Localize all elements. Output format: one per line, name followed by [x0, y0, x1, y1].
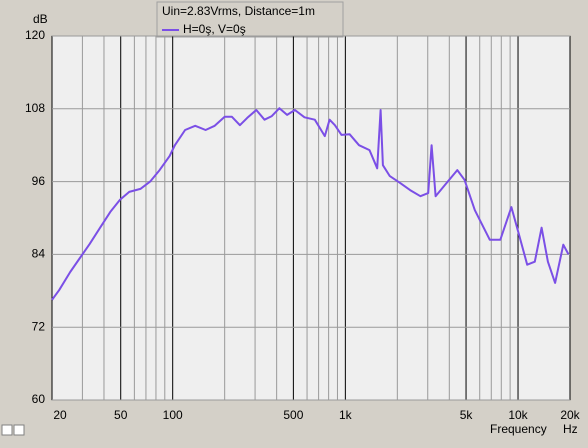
y-tick-label: 120	[25, 28, 45, 42]
x-axis-label: Frequency	[490, 422, 547, 436]
legend-entry: H=0ş, V=0ş	[183, 22, 246, 36]
y-tick-label: 72	[32, 319, 46, 333]
y-tick-label: 60	[32, 392, 46, 406]
x-tick-label: 20	[53, 408, 67, 422]
y-tick-label: 108	[25, 101, 45, 115]
x-tick-label: 50	[114, 408, 128, 422]
x-tick-label: 500	[283, 408, 303, 422]
x-tick-label: 100	[163, 408, 183, 422]
x-tick-label: 20k	[560, 408, 580, 422]
y-axis-label: dB	[33, 12, 48, 26]
x-tick-label: 1k	[339, 408, 353, 422]
series-line	[51, 107, 570, 301]
x-unit-label: Hz	[563, 422, 578, 436]
y-tick-label: 96	[32, 174, 46, 188]
legend-box	[156, 1, 344, 38]
icon[interactable]	[13, 424, 25, 436]
x-tick-label: 5k	[460, 408, 474, 422]
plot-area	[51, 35, 571, 401]
icon[interactable]	[1, 424, 13, 436]
legend-title: Uin=2.83Vrms, Distance=1m	[162, 4, 315, 18]
y-tick-label: 84	[32, 247, 46, 261]
x-tick-label: 10k	[508, 408, 528, 422]
